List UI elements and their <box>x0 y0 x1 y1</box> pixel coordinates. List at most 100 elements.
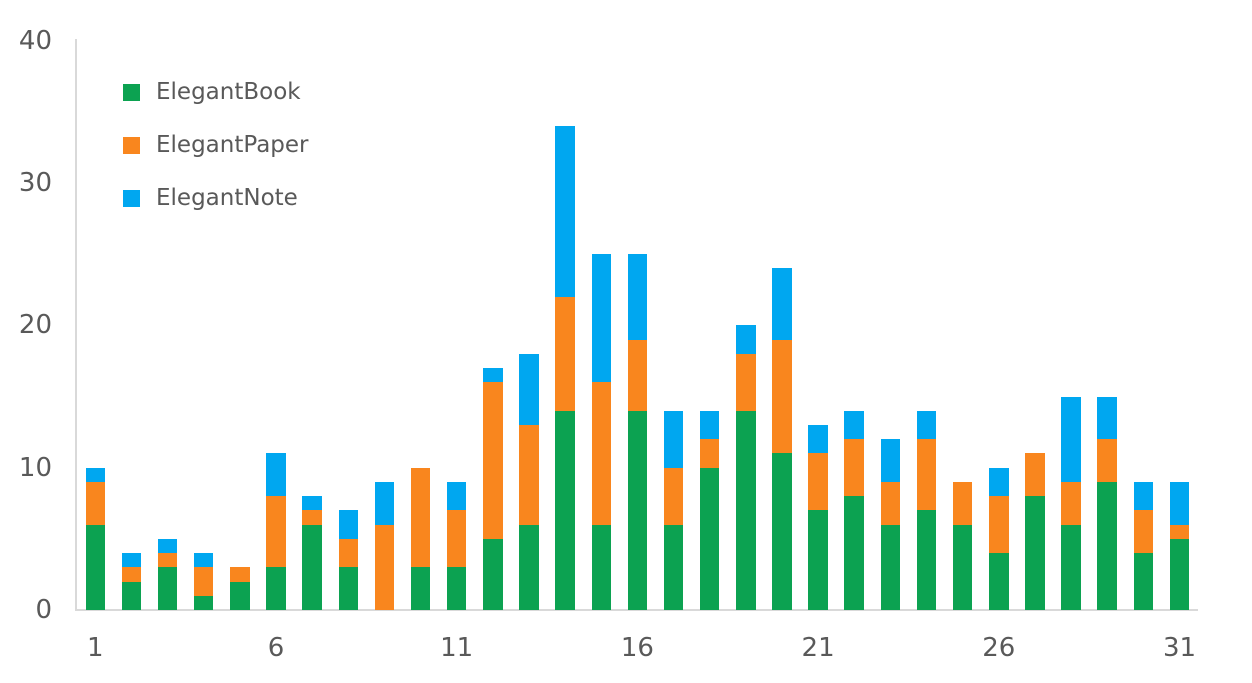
legend-item-elegantnote: ElegantNote <box>123 172 309 225</box>
bar-day9-elegantnote <box>374 481 395 525</box>
bar-day17-elegantpaper <box>663 467 684 525</box>
bar-day30-elegantpaper <box>1133 510 1154 554</box>
bar-day21-elegantnote <box>808 425 828 454</box>
x-tick-label-1: 1 <box>87 633 104 663</box>
legend-swatch-elegantbook <box>123 84 140 101</box>
bar-day5-elegantbook <box>230 581 250 610</box>
bar-day7-elegantpaper <box>302 510 322 525</box>
bar-day13-elegantbook <box>519 524 539 610</box>
bar-day12-elegantpaper <box>483 382 503 539</box>
bar-day7-elegantnote <box>302 496 322 511</box>
bar-day16-elegantbook <box>627 410 648 610</box>
bar-day20-elegantnote <box>772 268 792 340</box>
bar-day29-elegantbook <box>1097 481 1117 610</box>
bar-day19-elegantpaper <box>736 353 756 411</box>
bar-day13-elegantpaper <box>519 425 539 525</box>
bar-day6-elegantbook <box>266 567 286 610</box>
bar-day21-elegantpaper <box>808 453 828 511</box>
bar-day18-elegantpaper <box>699 439 720 468</box>
y-tick-label-30: 30 <box>18 168 52 199</box>
bar-day2-elegantbook <box>121 581 142 610</box>
legend-label-elegantpaper: ElegantPaper <box>156 132 309 158</box>
bar-day27-elegantbook <box>1025 496 1045 610</box>
bar-day26-elegantnote <box>989 467 1009 497</box>
bar-day4-elegantbook <box>193 595 214 610</box>
legend-item-elegantpaper: ElegantPaper <box>123 119 309 172</box>
bar-day15-elegantnote <box>591 254 611 383</box>
y-axis-line <box>75 39 77 611</box>
bar-day11-elegantbook <box>446 567 467 610</box>
bar-day11-elegantpaper <box>446 510 467 568</box>
x-tick-label-16: 16 <box>620 633 654 663</box>
bar-day14-elegantbook <box>555 410 575 610</box>
bar-day30-elegantnote <box>1133 481 1154 511</box>
bar-day17-elegantbook <box>663 524 684 610</box>
bar-day21-elegantbook <box>808 510 828 610</box>
bar-day14-elegantnote <box>555 126 575 297</box>
x-tick-label-26: 26 <box>982 633 1016 663</box>
bar-day24-elegantnote <box>916 410 937 440</box>
bar-day9-elegantpaper <box>374 524 395 610</box>
bar-day12-elegantbook <box>483 538 503 610</box>
bar-day14-elegantpaper <box>555 296 575 411</box>
bar-day8-elegantnote <box>338 510 359 539</box>
bar-day23-elegantnote <box>880 439 901 482</box>
bar-day19-elegantnote <box>736 325 756 354</box>
x-axis-line <box>75 609 1198 611</box>
bar-day28-elegantpaper <box>1061 481 1081 525</box>
bar-day29-elegantnote <box>1097 396 1117 440</box>
bar-day17-elegantnote <box>663 410 684 468</box>
bar-day23-elegantbook <box>880 524 901 610</box>
y-tick-label-40: 40 <box>18 25 52 56</box>
bar-day28-elegantbook <box>1061 524 1081 610</box>
y-tick-label-10: 10 <box>18 452 52 483</box>
bar-day6-elegantpaper <box>266 496 286 568</box>
bar-day5-elegantpaper <box>230 567 250 582</box>
bar-day4-elegantnote <box>193 553 214 568</box>
legend-swatch-elegantpaper <box>123 137 140 154</box>
bar-day12-elegantnote <box>483 368 503 383</box>
x-tick-label-21: 21 <box>801 633 835 663</box>
legend-label-elegantbook: ElegantBook <box>156 79 301 105</box>
legend: ElegantBook ElegantPaper ElegantNote <box>123 66 309 225</box>
x-tick-label-6: 6 <box>267 633 285 663</box>
bar-day8-elegantbook <box>338 567 359 610</box>
bar-day6-elegantnote <box>266 453 286 497</box>
bar-day4-elegantpaper <box>193 567 214 596</box>
bar-day25-elegantpaper <box>952 481 973 525</box>
bar-day20-elegantbook <box>772 453 792 610</box>
bar-day16-elegantpaper <box>627 339 648 411</box>
bar-day13-elegantnote <box>519 353 539 425</box>
bar-day26-elegantpaper <box>989 496 1009 554</box>
bar-day16-elegantnote <box>627 254 648 340</box>
bar-day31-elegantnote <box>1169 481 1190 525</box>
bar-day10-elegantbook <box>410 567 431 610</box>
bar-day11-elegantnote <box>446 481 467 511</box>
bar-day31-elegantpaper <box>1169 524 1190 539</box>
bar-day20-elegantpaper <box>772 339 792 454</box>
bar-day31-elegantbook <box>1169 538 1190 610</box>
bar-day1-elegantbook <box>85 524 106 610</box>
bar-day3-elegantpaper <box>157 553 178 568</box>
bar-day3-elegantbook <box>157 567 178 610</box>
y-tick-label-0: 0 <box>35 595 52 625</box>
bar-day15-elegantpaper <box>591 382 611 525</box>
bar-day24-elegantpaper <box>916 439 937 511</box>
bar-day24-elegantbook <box>916 510 937 610</box>
bar-day3-elegantnote <box>157 538 178 554</box>
bar-day19-elegantbook <box>736 410 756 610</box>
y-tick-label-20: 20 <box>18 310 52 341</box>
bar-day18-elegantnote <box>699 410 720 440</box>
bar-day30-elegantbook <box>1133 553 1154 610</box>
bar-day2-elegantpaper <box>121 567 142 582</box>
bar-day27-elegantpaper <box>1025 453 1045 497</box>
bar-day7-elegantbook <box>302 524 322 610</box>
bar-day15-elegantbook <box>591 524 611 610</box>
bar-day26-elegantbook <box>989 553 1009 610</box>
bar-day1-elegantpaper <box>85 481 106 525</box>
legend-swatch-elegantnote <box>123 190 140 207</box>
bar-day22-elegantpaper <box>844 439 864 497</box>
bar-day1-elegantnote <box>85 467 106 482</box>
bar-day22-elegantbook <box>844 496 864 610</box>
